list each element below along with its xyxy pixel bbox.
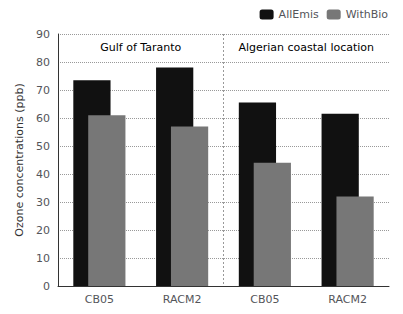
svg-text:RACM2: RACM2 xyxy=(163,293,202,306)
svg-text:WithBio: WithBio xyxy=(346,8,389,21)
svg-text:Ozone concentrations (ppb): Ozone concentrations (ppb) xyxy=(13,83,26,236)
svg-text:70: 70 xyxy=(36,84,50,97)
svg-text:Gulf of Taranto: Gulf of Taranto xyxy=(100,41,181,54)
svg-text:0: 0 xyxy=(43,280,50,293)
svg-text:AllEmis: AllEmis xyxy=(279,8,319,21)
svg-text:50: 50 xyxy=(36,140,50,153)
svg-text:90: 90 xyxy=(36,28,50,41)
svg-text:20: 20 xyxy=(36,224,50,237)
svg-text:60: 60 xyxy=(36,112,50,125)
svg-text:Algerian coastal location: Algerian coastal location xyxy=(238,41,374,54)
svg-text:CB05: CB05 xyxy=(85,293,114,306)
svg-text:RACM2: RACM2 xyxy=(328,293,367,306)
svg-text:10: 10 xyxy=(36,252,50,265)
svg-text:40: 40 xyxy=(36,168,50,181)
svg-text:80: 80 xyxy=(36,56,50,69)
svg-text:CB05: CB05 xyxy=(250,293,279,306)
svg-text:30: 30 xyxy=(36,196,50,209)
